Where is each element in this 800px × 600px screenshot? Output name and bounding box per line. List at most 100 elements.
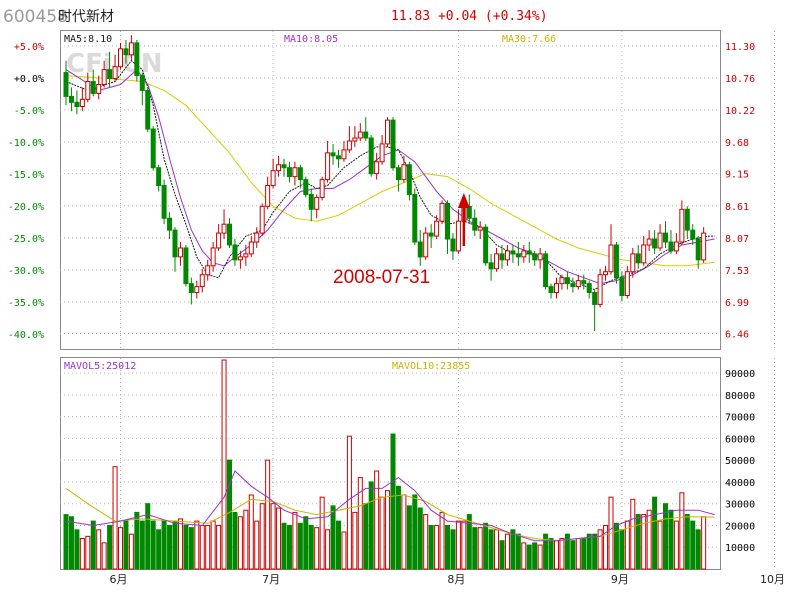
volume-bar — [74, 529, 80, 570]
candle-body — [286, 167, 292, 178]
candle-body — [112, 66, 118, 80]
candle — [357, 123, 363, 141]
right-tick-label: 10.22 — [725, 106, 755, 117]
volume-bar — [515, 533, 521, 570]
left-tick-label: -20.0% — [8, 202, 44, 213]
volume-bars — [63, 359, 707, 570]
candle-body — [118, 48, 123, 68]
candle — [101, 60, 107, 88]
left-axis-percent: +5.0% +0.0% -5.0% -10.0% -15.0% -20.0% -25.0% -… — [8, 42, 44, 341]
candle-body — [570, 283, 576, 288]
right-tick-label: 11.30 — [725, 42, 755, 53]
candle — [652, 230, 658, 254]
volume-tick-label: 60000 — [725, 434, 755, 445]
candle-body — [139, 75, 145, 91]
month-label: 6月 — [110, 573, 128, 586]
annotation-arrow-head — [457, 193, 470, 208]
candle — [156, 164, 162, 192]
volume-bar — [259, 503, 265, 570]
candle-body — [205, 265, 211, 276]
candle — [172, 227, 178, 272]
candle — [624, 265, 630, 299]
month-label: 9月 — [611, 573, 629, 586]
candle-body — [101, 69, 107, 85]
candle-body — [624, 271, 630, 297]
candle-body — [161, 185, 167, 219]
volume-tick-label: 40000 — [725, 478, 755, 489]
volume-bar — [281, 522, 287, 570]
candle-body — [515, 253, 521, 258]
candle-body — [695, 238, 701, 261]
candle-body — [532, 253, 538, 261]
candle — [221, 209, 227, 240]
candle — [641, 236, 647, 266]
candle-body — [308, 193, 314, 210]
candle-body — [227, 223, 232, 246]
candle — [499, 244, 505, 269]
candle — [543, 250, 549, 290]
right-tick-label: 10.76 — [725, 74, 755, 85]
candle — [466, 194, 472, 225]
candle — [684, 206, 690, 240]
candle-body — [504, 250, 510, 261]
candle-body — [548, 286, 554, 294]
candle-body — [510, 250, 516, 255]
volume-bar — [188, 527, 194, 570]
candle-body — [270, 170, 276, 187]
candle — [472, 209, 478, 237]
candle — [210, 242, 216, 272]
left-tick-label: -10.0% — [8, 138, 44, 149]
candle — [385, 117, 391, 147]
volume-bar — [134, 511, 140, 570]
candle — [281, 158, 287, 177]
candle — [510, 244, 516, 263]
volume-bar — [194, 520, 200, 570]
candle-body — [663, 232, 668, 243]
ma30-line — [65, 75, 715, 267]
candle — [368, 135, 374, 177]
candle — [406, 161, 412, 201]
volume-bar — [466, 514, 472, 570]
candle-body — [679, 208, 685, 243]
candle-body — [477, 226, 483, 231]
volume-bar — [455, 520, 461, 570]
candle-body — [646, 238, 652, 246]
candle-body — [668, 241, 674, 252]
right-tick-label: 7.53 — [725, 266, 749, 277]
volume-bar — [690, 520, 696, 570]
candle — [679, 200, 685, 245]
mavol10-label: MAVOL10:23855 — [392, 361, 470, 372]
volume-bar — [575, 538, 581, 570]
candle — [112, 54, 118, 82]
candle-body — [297, 167, 303, 181]
volume-tick-label: 80000 — [725, 391, 755, 402]
candle-body — [597, 274, 603, 305]
volume-bar — [537, 544, 543, 570]
volume-bar — [265, 459, 271, 570]
volume-bar — [303, 516, 309, 570]
price-panel — [60, 30, 721, 350]
candle-body — [243, 253, 249, 258]
candle-body — [292, 167, 298, 178]
candle — [319, 176, 325, 201]
volume-bar — [352, 511, 358, 570]
volume-bar — [613, 522, 619, 570]
candle-body — [63, 72, 69, 97]
volume-bar — [461, 520, 467, 570]
candle — [570, 277, 576, 293]
candlesticks — [63, 35, 707, 332]
candle-body — [374, 161, 380, 175]
candle — [581, 274, 587, 290]
volume-bar — [90, 520, 96, 570]
volume-bar — [346, 435, 352, 570]
candle — [292, 161, 298, 186]
volume-bar — [695, 529, 701, 570]
candle-body — [483, 226, 489, 264]
candle — [276, 155, 282, 177]
candle — [74, 90, 80, 115]
volume-bar — [248, 494, 254, 570]
volume-bar — [330, 505, 336, 570]
candle — [412, 188, 418, 245]
volume-bar — [112, 466, 118, 570]
candle-body — [434, 220, 440, 237]
